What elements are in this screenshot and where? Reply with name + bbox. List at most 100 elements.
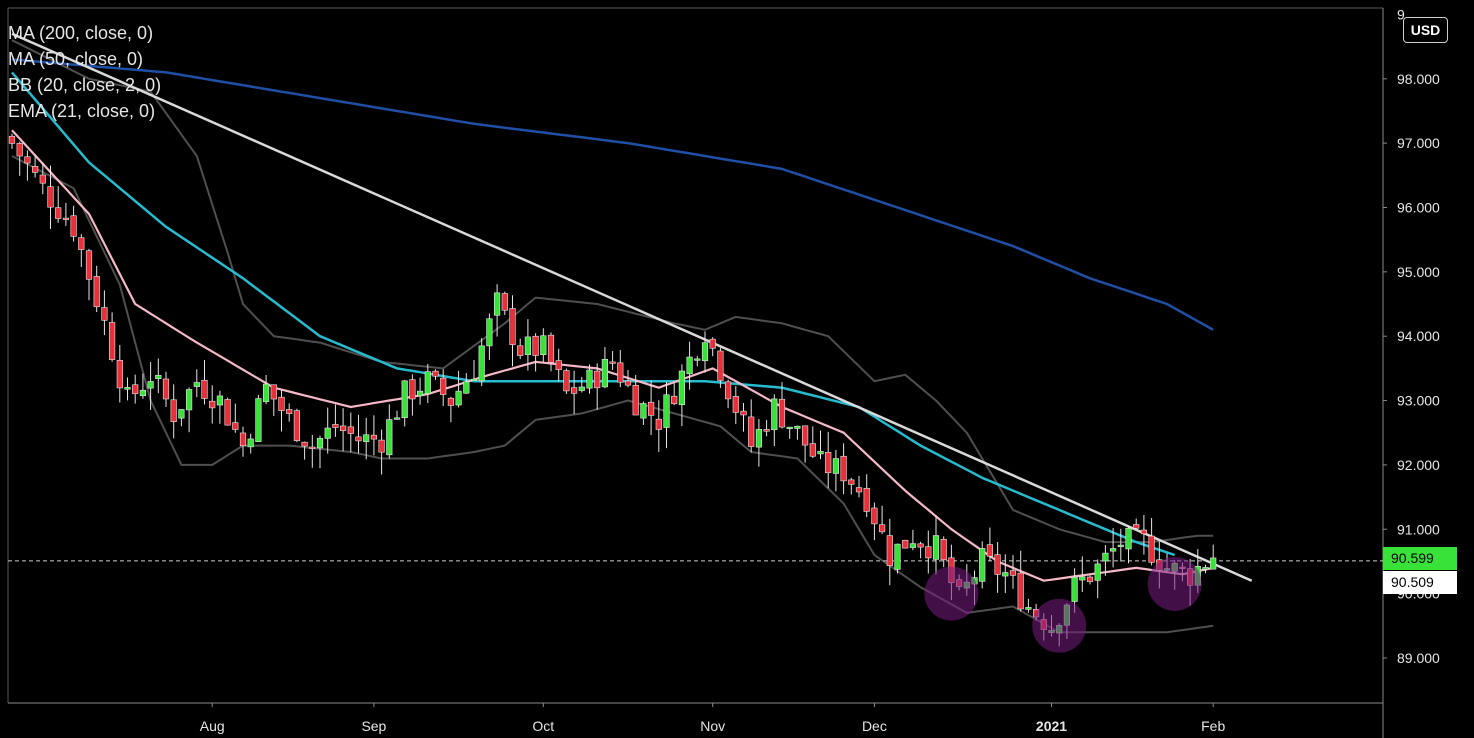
candle-body: [717, 350, 724, 381]
candle: [855, 475, 863, 498]
legend-bb[interactable]: BB (20, close, 2, 0): [8, 75, 162, 95]
candle-body: [694, 358, 701, 361]
candle-body: [486, 318, 493, 347]
candle: [994, 542, 1001, 593]
y-tick-label: 91.000: [1397, 521, 1440, 537]
candle: [732, 386, 739, 425]
bb-lower-line: [11, 155, 1214, 634]
candle: [70, 205, 77, 242]
legend-ma50[interactable]: MA (50, close, 0): [8, 49, 144, 69]
candle-body: [332, 424, 339, 428]
candle: [339, 408, 347, 452]
candle-body: [655, 418, 662, 430]
candle-body: [586, 369, 593, 389]
candle: [278, 389, 285, 432]
candle: [55, 186, 62, 223]
candle-body: [878, 524, 886, 533]
candle: [232, 403, 239, 433]
x-axis: Aug Sep Oct Nov Dec 2021 Feb: [200, 703, 1225, 734]
trendline: [11, 32, 1253, 582]
candle: [363, 417, 370, 460]
candle-body: [85, 250, 93, 280]
candle-body: [416, 390, 424, 397]
candle-body: [355, 436, 362, 442]
candle: [801, 425, 809, 463]
candle-body: [848, 479, 855, 485]
currency-button[interactable]: USD: [1403, 17, 1448, 43]
candle-body: [825, 451, 832, 474]
candle-body: [1140, 529, 1147, 535]
candle: [555, 348, 562, 382]
candle: [594, 363, 601, 410]
candle: [78, 234, 85, 267]
candle-body: [524, 336, 531, 355]
candle-body: [1009, 570, 1017, 576]
candle-body: [540, 335, 547, 355]
candle: [16, 141, 23, 176]
candle-body: [363, 434, 370, 443]
candle-body: [370, 434, 378, 440]
candle: [771, 394, 778, 447]
candle-body: [47, 186, 54, 208]
candle: [871, 502, 878, 541]
candle: [470, 359, 478, 381]
candle: [647, 380, 655, 436]
candle-body: [493, 292, 501, 316]
legend-ma200[interactable]: MA (200, close, 0): [8, 23, 154, 43]
ma200-line: [11, 58, 1214, 331]
candle: [293, 408, 301, 443]
candle: [748, 399, 755, 453]
candle-body: [278, 396, 285, 411]
candle: [1148, 518, 1155, 566]
candle-body: [778, 398, 786, 428]
candle-body: [809, 443, 816, 457]
candle-body: [31, 166, 39, 173]
candle: [24, 150, 31, 181]
candle-body: [1125, 527, 1132, 550]
candle-body: [470, 378, 478, 381]
candle-body: [16, 143, 23, 157]
candle: [840, 443, 847, 495]
candle-body: [70, 215, 77, 237]
candle: [878, 505, 886, 534]
candle-body: [432, 370, 439, 377]
candle-body: [501, 293, 508, 311]
candle: [1133, 518, 1140, 530]
candle-body: [62, 217, 69, 220]
highlight-circle: [924, 566, 979, 621]
candle-body: [178, 409, 185, 419]
x-tick-label: Sep: [361, 718, 386, 734]
candle: [478, 338, 485, 387]
candle: [463, 373, 470, 394]
candle-body: [563, 370, 570, 392]
candle: [1102, 545, 1109, 576]
candle: [1140, 515, 1147, 555]
candle: [186, 387, 193, 433]
candle-body: [532, 335, 539, 356]
candle: [116, 344, 123, 403]
candle: [863, 474, 870, 518]
candle-body: [378, 439, 385, 453]
candle-body: [170, 399, 177, 422]
x-tick-label: Aug: [200, 718, 225, 734]
candle-body: [1002, 572, 1009, 577]
candle-body: [509, 308, 516, 345]
candle: [424, 363, 431, 404]
candle-body: [78, 237, 85, 250]
candle: [601, 347, 608, 389]
y-tick-label: 9: [1397, 6, 1405, 22]
y-tick-label: 97.000: [1397, 135, 1440, 151]
last-price-tag: 90.599: [1383, 547, 1457, 570]
candle-body: [339, 425, 347, 431]
candle-body: [101, 307, 108, 321]
candle: [8, 133, 16, 149]
candle: [925, 530, 932, 574]
candle-body: [940, 538, 947, 561]
candle: [517, 338, 524, 360]
legend-ema21[interactable]: EMA (21, close, 0): [8, 101, 156, 121]
candle: [694, 356, 701, 367]
candle-body: [663, 394, 670, 428]
candle: [132, 374, 139, 404]
candle: [570, 370, 578, 415]
